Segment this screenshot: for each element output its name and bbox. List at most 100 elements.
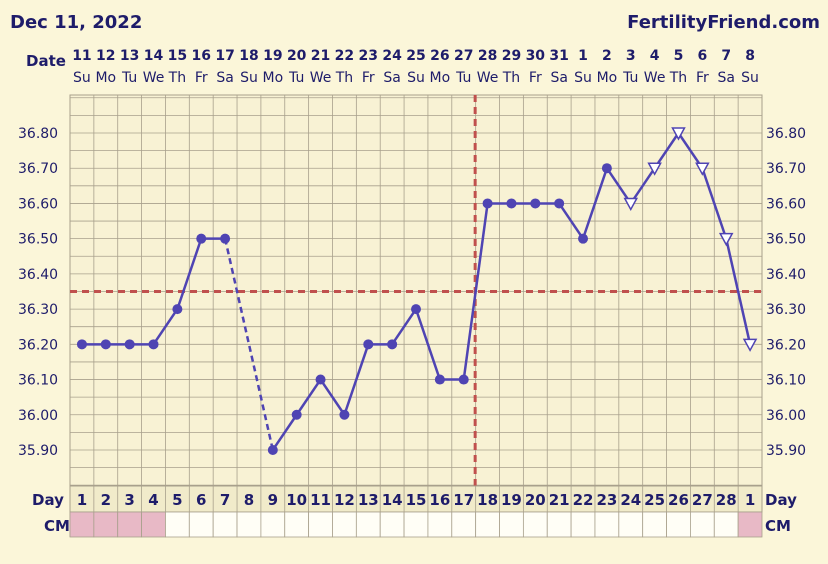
date-label: 25 bbox=[406, 48, 425, 64]
cm-cell bbox=[642, 511, 667, 538]
weekday-label: Su bbox=[741, 70, 759, 86]
cycle-day-label: 10 bbox=[286, 491, 307, 509]
y-tick-label-left: 36.70 bbox=[18, 161, 58, 177]
date-label: 28 bbox=[478, 48, 497, 64]
cm-cell bbox=[522, 511, 548, 538]
weekday-label: Sa bbox=[717, 70, 734, 86]
y-tick-label-left: 36.80 bbox=[18, 126, 58, 142]
cycle-day-label: 9 bbox=[268, 491, 278, 509]
temp-line bbox=[462, 203, 489, 380]
weekday-label: Tu bbox=[622, 70, 638, 86]
y-tick-label-left: 36.40 bbox=[18, 267, 58, 283]
cm-cell bbox=[451, 511, 477, 538]
y-tick-label-right: 36.20 bbox=[766, 337, 806, 353]
y-tick-label-right: 36.70 bbox=[766, 161, 806, 177]
cycle-day-label: 26 bbox=[668, 491, 689, 509]
temp-line bbox=[271, 414, 298, 451]
weekday-label: Tu bbox=[455, 70, 471, 86]
cm-cell bbox=[594, 511, 620, 538]
cm-cell bbox=[666, 511, 691, 538]
temp-line bbox=[581, 167, 609, 240]
weekday-label: Su bbox=[407, 70, 425, 86]
cm-cell bbox=[236, 511, 262, 538]
y-tick-label-right: 36.80 bbox=[766, 126, 806, 142]
date-label: 7 bbox=[721, 48, 731, 64]
temp-line bbox=[701, 167, 728, 240]
cm-cell bbox=[141, 511, 166, 538]
weekday-label: Sa bbox=[383, 70, 400, 86]
y-tick-label-right: 36.50 bbox=[766, 232, 806, 248]
cm-cell bbox=[403, 511, 429, 538]
y-tick-label-left: 36.60 bbox=[18, 196, 58, 212]
weekday-label: Sa bbox=[216, 70, 233, 86]
cm-cell bbox=[499, 511, 524, 538]
weekday-label: Fr bbox=[195, 70, 208, 86]
weekday-label: Th bbox=[335, 70, 353, 86]
cm-cell bbox=[260, 511, 286, 538]
site-name: FertilityFriend.com bbox=[627, 12, 820, 33]
y-tick-label-left: 36.50 bbox=[18, 232, 58, 248]
temp-point bbox=[267, 444, 278, 455]
weekday-label: We bbox=[477, 70, 499, 86]
weekday-label: Su bbox=[73, 70, 91, 86]
day-row-label: Day bbox=[32, 491, 64, 509]
date-label: 1 bbox=[578, 48, 588, 64]
weekday-label: Sa bbox=[550, 70, 567, 86]
y-tick-label-right: 35.90 bbox=[766, 443, 806, 459]
y-tick-label-left: 35.90 bbox=[18, 443, 58, 459]
date-label: 3 bbox=[626, 48, 636, 64]
temp-point-triangle bbox=[623, 197, 639, 212]
cm-cell bbox=[737, 511, 763, 538]
cm-cell bbox=[188, 511, 214, 538]
date-label: 5 bbox=[674, 48, 684, 64]
temp-line bbox=[724, 238, 752, 345]
cycle-day-label: 18 bbox=[477, 491, 498, 509]
temp-line bbox=[653, 132, 680, 169]
temp-line bbox=[176, 238, 203, 310]
weekday-label: Mo bbox=[95, 70, 116, 86]
temp-point-triangle bbox=[647, 162, 662, 176]
cm-cell bbox=[570, 511, 596, 538]
temp-point bbox=[196, 233, 207, 244]
cm-cell bbox=[212, 511, 238, 538]
cm-cell bbox=[332, 511, 357, 538]
chart-date: Dec 11, 2022 bbox=[10, 12, 143, 33]
cycle-day-label: 24 bbox=[620, 491, 641, 509]
date-label: 8 bbox=[745, 48, 755, 64]
weekday-label: We bbox=[143, 70, 165, 86]
y-tick-label-left: 36.20 bbox=[18, 337, 58, 353]
weekday-label: We bbox=[644, 70, 666, 86]
temp-line bbox=[152, 308, 179, 346]
temp-point bbox=[315, 374, 326, 385]
date-label: 30 bbox=[526, 48, 546, 64]
cycle-day-label: 17 bbox=[453, 491, 474, 509]
cm-cell bbox=[427, 511, 453, 538]
date-label: 14 bbox=[144, 48, 164, 64]
temp-point bbox=[172, 304, 183, 315]
cycle-day-label: 11 bbox=[310, 491, 331, 509]
y-tick-label-right: 36.40 bbox=[766, 267, 806, 283]
temp-line bbox=[319, 378, 346, 416]
cycle-day-label: 16 bbox=[429, 491, 450, 509]
cm-cell bbox=[690, 511, 715, 538]
temp-point bbox=[554, 198, 565, 209]
cm-cell bbox=[546, 511, 572, 538]
cycle-day-label: 19 bbox=[501, 491, 522, 509]
temp-point-triangle bbox=[742, 338, 758, 352]
temp-point bbox=[530, 198, 541, 209]
weekday-label: Tu bbox=[288, 70, 304, 86]
y-tick-label-left: 36.10 bbox=[18, 373, 58, 389]
cycle-day-label: 12 bbox=[334, 491, 355, 509]
cm-cell bbox=[379, 511, 405, 538]
date-label: 29 bbox=[502, 48, 521, 64]
temp-point bbox=[434, 374, 445, 385]
weekday-label: Fr bbox=[362, 70, 375, 86]
temp-point bbox=[458, 374, 469, 385]
date-label: 26 bbox=[430, 48, 449, 64]
cycle-day-label: 3 bbox=[124, 491, 134, 509]
weekday-label: Mo bbox=[597, 70, 618, 86]
date-label: 21 bbox=[311, 48, 330, 64]
cm-cell bbox=[308, 511, 333, 538]
temp-point bbox=[100, 339, 111, 350]
